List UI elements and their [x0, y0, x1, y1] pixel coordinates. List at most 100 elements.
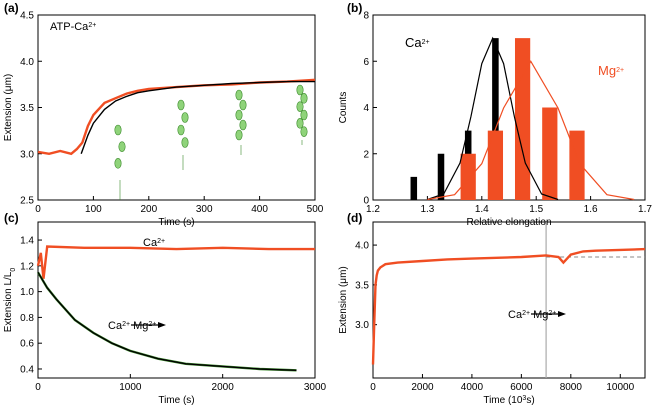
panel-label: (c): [4, 211, 19, 225]
text-part: 2+: [548, 310, 556, 317]
molecule-bead: [114, 124, 122, 136]
annotation: Ca2+: [143, 237, 165, 249]
y-tick-label: 0: [363, 196, 369, 207]
x-tick-label: 1.2: [366, 204, 380, 215]
y-tick-label: 0.8: [20, 313, 34, 324]
y-tick-label: 2: [363, 149, 369, 160]
y-axis-title: Extension L/L0: [3, 268, 17, 333]
y-tick-label: 3.0: [20, 149, 34, 160]
molecule-bead: [296, 118, 304, 129]
data-line: [371, 247, 646, 365]
molecule-bead: [296, 84, 304, 96]
annotation: Ca2+ Mg2+: [108, 320, 156, 332]
x-tick-label: 1.5: [529, 204, 543, 215]
text-part: 2+: [157, 238, 165, 245]
x-tick-label: 0: [370, 382, 376, 393]
y-tick-label: 1.2: [20, 261, 34, 272]
x-tick-label: 0: [35, 382, 41, 393]
text-part: 2+: [88, 22, 96, 29]
y-tick-label: 4: [363, 103, 369, 114]
annotation-arrowhead: [158, 322, 166, 328]
annotation: ATP-Ca2+: [50, 21, 96, 33]
bar: [492, 38, 499, 200]
x-tick-label: 0: [35, 204, 41, 215]
plot-frame: [37, 14, 316, 201]
molecule-bead: [118, 141, 126, 152]
data-line: [37, 271, 297, 371]
bar: [514, 38, 531, 200]
y-axis-title: Extension (μm): [3, 74, 14, 141]
y-tick-label: 2.5: [20, 196, 34, 207]
text-part: Time (10: [483, 395, 523, 406]
y-tick-label: 1.0: [20, 287, 34, 298]
annotation-arrowhead: [558, 311, 566, 317]
bar: [437, 153, 445, 200]
legend-label: Ca2+: [405, 35, 430, 50]
molecule-bead: [235, 109, 243, 121]
molecule-bead: [235, 129, 243, 141]
x-tick-label: 300: [196, 204, 213, 215]
x-tick-label: 4000: [461, 382, 484, 393]
data-line: [36, 245, 315, 279]
x-axis-title: Time (103s): [483, 395, 534, 407]
x-tick-label: 100: [85, 204, 102, 215]
molecule-bead: [235, 89, 243, 101]
text-part: Extension L/L: [3, 271, 14, 332]
bar: [460, 153, 476, 200]
text-part: 0: [10, 268, 17, 272]
molecule-bead: [300, 126, 308, 137]
y-tick-label: 3.5: [355, 280, 369, 291]
text-part: 2+: [122, 321, 130, 328]
legend-label: Mg2+: [598, 63, 624, 78]
molecule-bead: [296, 101, 304, 112]
bar: [487, 130, 504, 200]
bar: [542, 107, 558, 200]
x-tick-label: 2000: [411, 382, 434, 393]
text-part: 2+: [522, 310, 530, 317]
molecule-bead: [300, 109, 308, 121]
bar: [410, 176, 418, 200]
x-tick-label: 10000: [606, 382, 634, 393]
y-tick-label: 4.0: [20, 57, 34, 68]
text-part: 2+: [148, 321, 156, 328]
plot-frame: [37, 221, 316, 379]
text-part: Mg: [598, 63, 616, 78]
y-tick-label: 6: [363, 57, 369, 68]
x-tick-label: 200: [140, 204, 157, 215]
x-tick-label: 400: [251, 204, 268, 215]
panel-label: (d): [347, 211, 362, 225]
data-line: [80, 80, 315, 155]
molecule-bead: [181, 137, 189, 148]
x-tick-label: 1.6: [584, 204, 598, 215]
y-tick-label: 3.5: [20, 103, 34, 114]
text-part: Ca: [108, 320, 123, 332]
y-tick-label: 0.4: [20, 364, 34, 375]
annotation: Ca2+ Mg2+: [508, 309, 556, 321]
molecule-bead: [239, 99, 247, 111]
bar: [569, 130, 585, 200]
y-tick-label: 0.6: [20, 339, 34, 350]
text-part: Ca: [143, 237, 158, 249]
fit-curve: [427, 60, 635, 201]
data-line: [37, 78, 316, 156]
plot-frame: [372, 221, 646, 379]
y-tick-label: 1.4: [20, 236, 34, 247]
panel-label: (b): [347, 1, 362, 15]
y-tick-label: 3.0: [355, 320, 369, 331]
text-part: Mg: [130, 320, 148, 332]
text-part: Ca: [508, 309, 523, 321]
text-part: 3: [522, 395, 526, 402]
y-tick-label: 8: [363, 11, 369, 22]
x-axis-title: Time (s): [158, 395, 194, 406]
molecule-bead: [300, 93, 308, 104]
x-tick-label: 8000: [560, 382, 583, 393]
molecule-bead: [177, 99, 185, 111]
x-tick-label: 500: [307, 204, 324, 215]
x-tick-label: 3000: [304, 382, 327, 393]
x-tick-label: 6000: [510, 382, 533, 393]
molecule-bead: [177, 124, 185, 136]
fit-curve: [427, 36, 559, 201]
text-part: ATP-Ca: [50, 21, 89, 33]
y-axis-title: Extension (μm): [338, 266, 349, 333]
